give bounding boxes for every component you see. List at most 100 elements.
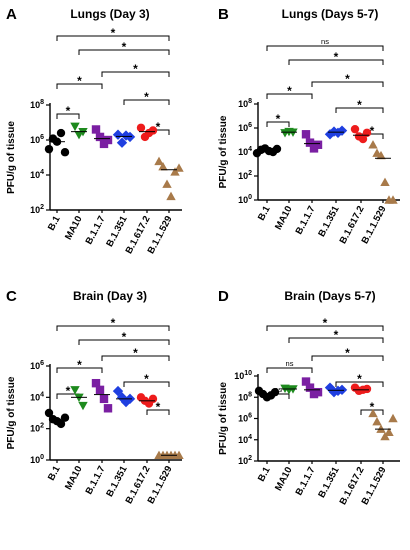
y-tick-label: 108 — [238, 98, 252, 109]
y-tick-label: 104 — [30, 391, 44, 402]
y-tick-exponent: 2 — [40, 423, 44, 430]
data-point — [368, 140, 378, 149]
y-tick-base: 10 — [238, 392, 248, 402]
data-point — [95, 132, 105, 142]
y-tick-exponent: 6 — [40, 134, 44, 141]
x-tick-label: B.1 — [46, 214, 63, 233]
y-tick-label: 106 — [238, 122, 252, 133]
y-tick-exponent: 4 — [40, 169, 44, 176]
y-tick-label: 106 — [30, 360, 44, 371]
significance-label: * — [370, 124, 375, 138]
y-tick-exponent: 2 — [248, 455, 252, 462]
x-tick-label: MA10 — [273, 465, 295, 493]
significance-label: * — [66, 104, 71, 118]
x-tick-label: B.1 — [256, 465, 273, 484]
comparison-bracket — [78, 49, 170, 55]
significance-label: * — [357, 372, 362, 386]
comparison-bracket — [288, 59, 384, 65]
data-point — [70, 386, 80, 395]
data-point — [332, 127, 344, 138]
y-tick-label: 106 — [238, 413, 252, 424]
data-point — [368, 408, 378, 418]
y-tick-base: 10 — [30, 392, 40, 402]
data-point — [305, 383, 315, 392]
y-tick-exponent: 0 — [248, 194, 252, 201]
significance-label: * — [66, 384, 71, 398]
x-tick-label: B.1.351 — [316, 465, 342, 500]
y-tick-label: 102 — [30, 423, 44, 434]
data-point — [380, 431, 390, 441]
data-point — [148, 394, 158, 404]
significance-label: * — [122, 330, 127, 344]
data-point — [44, 144, 54, 154]
data-point — [103, 135, 113, 145]
significance-label: * — [370, 400, 375, 414]
y-tick-exponent: 10 — [244, 370, 252, 377]
y-tick-base: 10 — [238, 435, 248, 445]
y-tick-exponent: 6 — [40, 360, 44, 367]
panel-title: Brain (Day 3) — [73, 289, 147, 303]
data-point — [56, 128, 66, 138]
comparison-bracket — [266, 121, 290, 127]
y-tick-base: 10 — [30, 205, 40, 215]
x-tick-label: B.1.351 — [104, 464, 130, 499]
significance-label: * — [156, 400, 161, 414]
data-point — [60, 413, 70, 422]
x-tick-label: B.1.351 — [104, 214, 130, 249]
y-tick-base: 10 — [30, 100, 40, 110]
y-axis-label: PFU/g of tissue — [6, 376, 17, 449]
y-tick-base: 10 — [238, 171, 248, 181]
data-point — [313, 387, 323, 397]
y-tick-exponent: 8 — [248, 98, 252, 105]
y-tick-label: 102 — [238, 170, 252, 181]
data-point — [362, 384, 372, 394]
y-tick-exponent: 2 — [248, 170, 252, 177]
x-tick-label: B.1 — [256, 204, 273, 223]
y-tick-label: 104 — [238, 434, 252, 445]
panel-title: Lungs (Day 3) — [70, 7, 149, 21]
y-tick-base: 10 — [238, 456, 248, 466]
data-point — [372, 416, 382, 426]
comparison-bracket — [101, 71, 170, 77]
significance-label: * — [77, 358, 82, 372]
y-tick-base: 10 — [30, 170, 40, 180]
significance-label: * — [111, 26, 116, 40]
data-point — [91, 378, 101, 388]
y-tick-exponent: 6 — [248, 413, 252, 420]
data-point — [78, 401, 88, 411]
significance-label: * — [111, 316, 116, 330]
x-tick-label: B.1.1.7 — [294, 465, 318, 497]
data-point — [350, 124, 360, 134]
comparison-bracket — [56, 35, 170, 41]
comparison-bracket — [101, 355, 170, 361]
y-tick-base: 10 — [30, 135, 40, 145]
data-point — [91, 125, 101, 134]
data-point — [272, 144, 282, 154]
y-tick-base: 10 — [238, 414, 248, 424]
y-tick-base: 10 — [238, 99, 248, 109]
y-tick-label: 100 — [30, 454, 44, 465]
comparison-bracket — [56, 367, 103, 373]
panel-d: D Brain (Days 5-7)PFU/g of tissue10210410… — [218, 288, 400, 507]
data-point — [301, 377, 311, 386]
y-tick-label: 1010 — [234, 370, 252, 381]
x-tick-label: B.1.1.7 — [84, 464, 108, 496]
y-tick-exponent: 4 — [248, 146, 252, 153]
comparison-bracket — [360, 409, 384, 415]
y-tick-exponent: 8 — [40, 99, 44, 106]
data-point — [99, 394, 109, 404]
data-point — [301, 130, 311, 139]
y-tick-exponent: 4 — [40, 391, 44, 398]
significance-label: * — [334, 328, 339, 342]
x-tick-label: B.1 — [46, 464, 63, 483]
panel-b: B Lungs (Days 5-7)PFU/g of tissue10010210… — [218, 6, 400, 246]
data-point — [116, 137, 128, 148]
significance-label: * — [345, 72, 350, 86]
panel-title: Brain (Days 5-7) — [284, 289, 375, 303]
comparison-bracket — [146, 409, 170, 415]
significance-label: * — [276, 112, 281, 126]
data-point — [154, 156, 164, 166]
data-point — [174, 450, 184, 459]
y-tick-base: 10 — [238, 195, 248, 205]
data-point — [112, 129, 124, 140]
